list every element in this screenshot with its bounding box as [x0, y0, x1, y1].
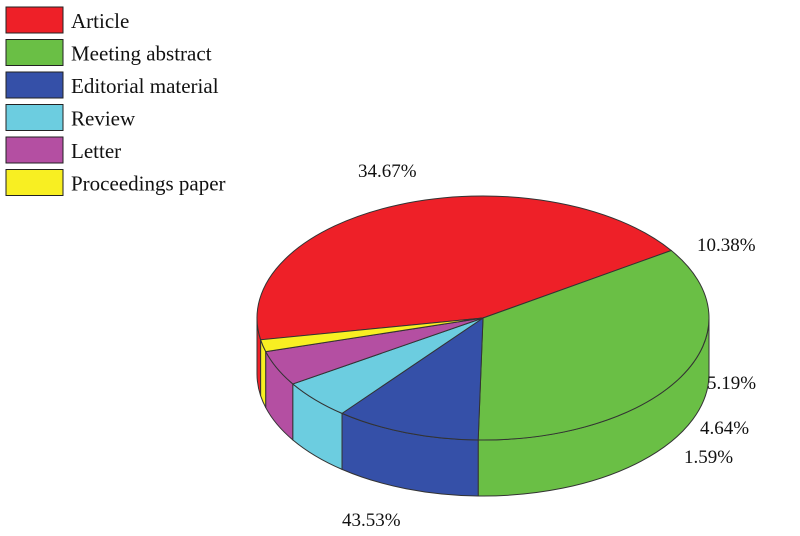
pie-slice-meeting-abstract — [477, 249, 710, 441]
legend-label-meeting-abstract: Meeting abstract — [71, 42, 212, 66]
legend-label-proceedings-paper: Proceedings paper — [71, 172, 226, 196]
legend-label-review: Review — [71, 107, 136, 131]
legend-label-letter: Letter — [71, 139, 121, 163]
pie-side-walls — [256, 317, 710, 497]
data-label-letter: 4.64% — [700, 418, 749, 439]
data-label-editorial-material: 10.38% — [697, 235, 756, 256]
legend-item-meeting-abstract: Meeting abstract — [5, 39, 212, 66]
pie-slice-article — [256, 195, 673, 341]
legend-item-proceedings-paper: Proceedings paper — [5, 169, 226, 196]
data-label-review: 5.19% — [707, 373, 756, 394]
legend-swatch-review — [5, 104, 64, 131]
pie-slice-proceedings-paper — [259, 317, 484, 353]
legend-swatch-proceedings-paper — [5, 169, 64, 196]
legend-item-letter: Letter — [5, 136, 121, 164]
data-label-article: 43.53% — [342, 510, 401, 531]
legend-item-review: Review — [5, 104, 136, 131]
pie-slice-editorial-material — [341, 317, 484, 441]
legend-swatch-meeting-abstract — [5, 39, 64, 66]
legend-swatch-letter — [5, 136, 64, 164]
legend-swatch-article — [5, 6, 64, 34]
pie-top-faces — [256, 195, 710, 441]
data-labels: 43.53% 34.67% 10.38% 5.19% 4.64% 1.59% — [342, 161, 756, 531]
legend-swatch-editorial-material — [5, 71, 64, 99]
legend-label-editorial-material: Editorial material — [71, 74, 219, 98]
legend: Article Meeting abstract Editorial materia… — [5, 6, 226, 196]
data-label-meeting-abstract: 34.67% — [358, 161, 417, 182]
legend-item-editorial-material: Editorial material — [5, 71, 219, 99]
data-label-proceedings-paper: 1.59% — [684, 447, 733, 468]
legend-label-article: Article — [71, 9, 129, 33]
legend-item-article: Article — [5, 6, 129, 34]
